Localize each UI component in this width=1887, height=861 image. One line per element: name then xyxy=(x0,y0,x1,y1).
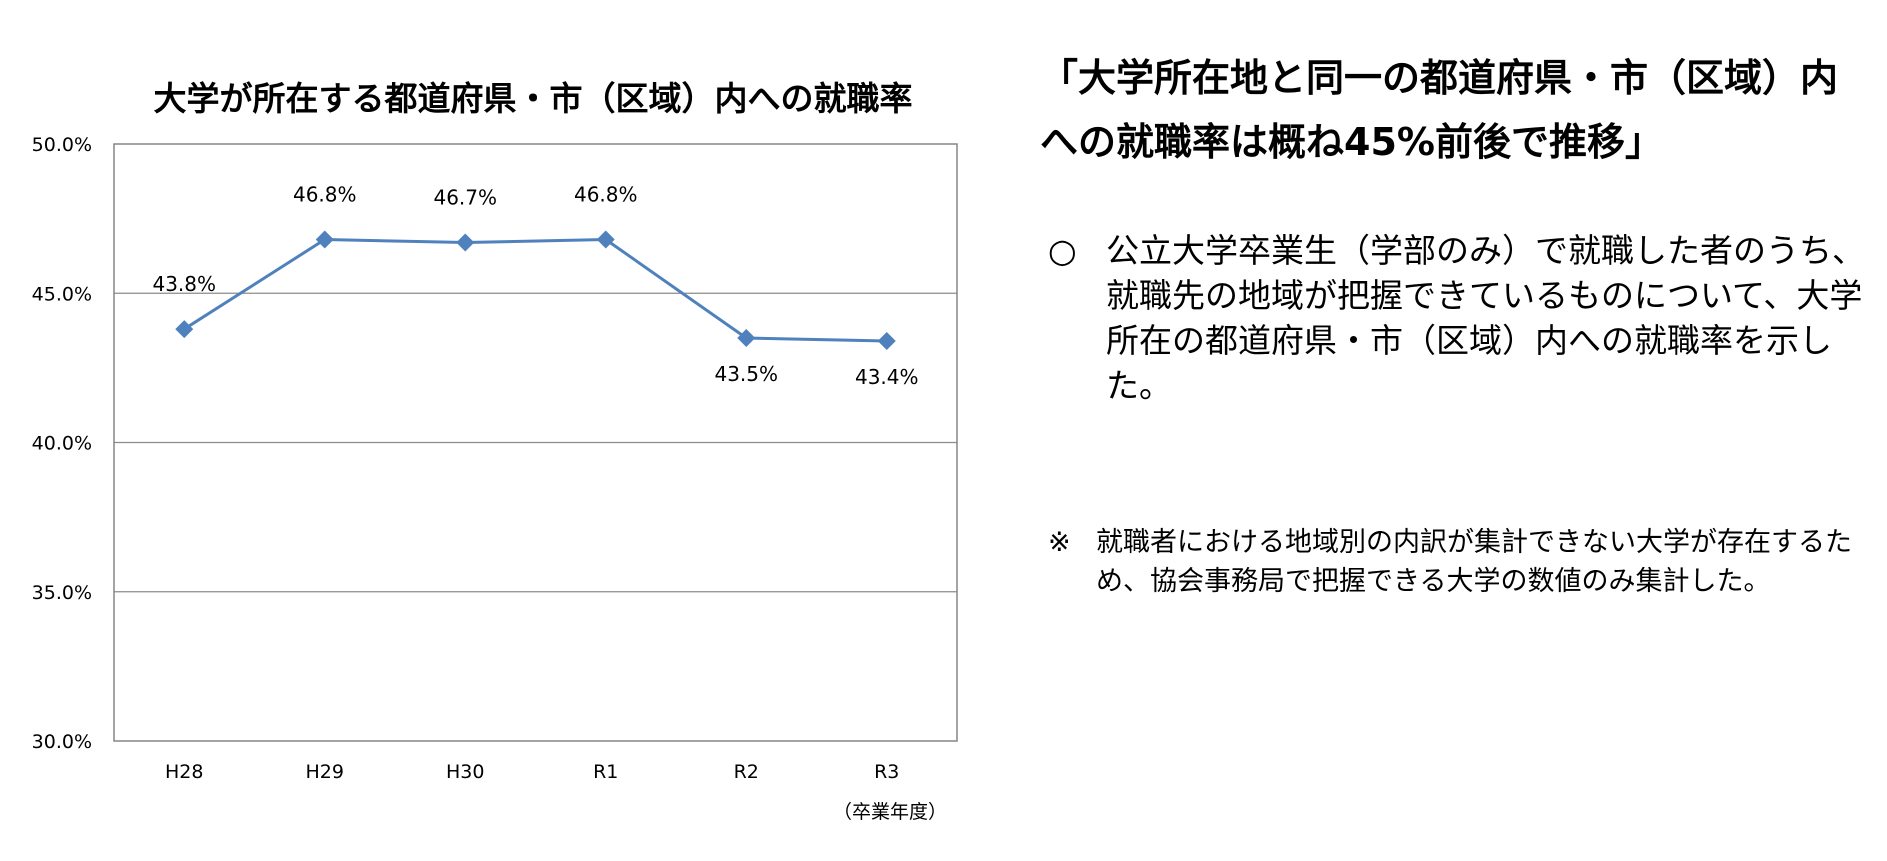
data-point-marker xyxy=(877,332,896,351)
footnote: ※ 就職者における地域別の内訳が集計できない大学が存在するため、協会事務局で把握… xyxy=(1048,523,1868,601)
x-axis-unit-label: （卒業年度） xyxy=(833,801,947,823)
data-labels: 43.8% 46.8% 46.7% 46.8% 43.5% 43.4% xyxy=(152,183,918,389)
headline: 「大学所在地と同一の都道府県・市（区域）内への就職率は概ね45%前後で推移」 xyxy=(1040,56,1839,164)
explanation-bullet: ○ 公立大学卒業生（学部のみ）で就職した者のうち、就職先の地域が把握できているも… xyxy=(1048,228,1868,408)
x-tick-label: R1 xyxy=(593,761,618,783)
data-point-marker xyxy=(315,230,334,249)
data-label: 43.4% xyxy=(855,365,919,389)
x-tick-label: H28 xyxy=(165,761,203,783)
data-point-marker xyxy=(596,230,615,249)
y-tick-label: 40.0% xyxy=(32,433,92,455)
y-tick-label: 30.0% xyxy=(32,731,92,753)
data-label: 43.5% xyxy=(714,362,778,386)
y-tick-label: 45.0% xyxy=(32,283,92,305)
data-label: 46.8% xyxy=(574,183,638,207)
gridlines xyxy=(114,292,957,593)
circle-bullet-icon: ○ xyxy=(1048,231,1077,270)
x-tick-label: H30 xyxy=(446,761,484,783)
data-markers xyxy=(175,230,896,351)
data-point-marker xyxy=(175,320,194,339)
footnote-text: 就職者における地域別の内訳が集計できない大学が存在するため、協会事務局で把握でき… xyxy=(1096,527,1852,597)
y-axis-ticks: 30.0% 35.0% 40.0% 45.0% 50.0% xyxy=(32,134,92,753)
reference-mark-icon: ※ xyxy=(1048,527,1071,558)
plot-area-border xyxy=(113,143,958,742)
x-tick-label: H29 xyxy=(306,761,344,783)
y-tick-label: 35.0% xyxy=(32,582,92,604)
x-tick-label: R3 xyxy=(874,761,899,783)
data-label: 46.7% xyxy=(433,186,497,210)
x-tick-label: R2 xyxy=(734,761,759,783)
explanation-text: 公立大学卒業生（学部のみ）で就職した者のうち、就職先の地域が把握できているものに… xyxy=(1106,231,1865,405)
data-label: 43.8% xyxy=(152,272,216,296)
data-point-marker xyxy=(456,233,475,252)
data-point-marker xyxy=(737,329,756,348)
line-chart: 大学が所在する都道府県・市（区域）内への就職率 30.0% 35.0% 40.0% 4… xyxy=(32,79,958,823)
chart-title: 大学が所在する都道府県・市（区域）内への就職率 xyxy=(154,79,913,118)
x-axis-ticks: H28 H29 H30 R1 R2 R3 xyxy=(165,761,899,783)
series-line xyxy=(183,238,887,343)
data-label: 46.8% xyxy=(293,183,357,207)
y-tick-label: 50.0% xyxy=(32,134,92,156)
